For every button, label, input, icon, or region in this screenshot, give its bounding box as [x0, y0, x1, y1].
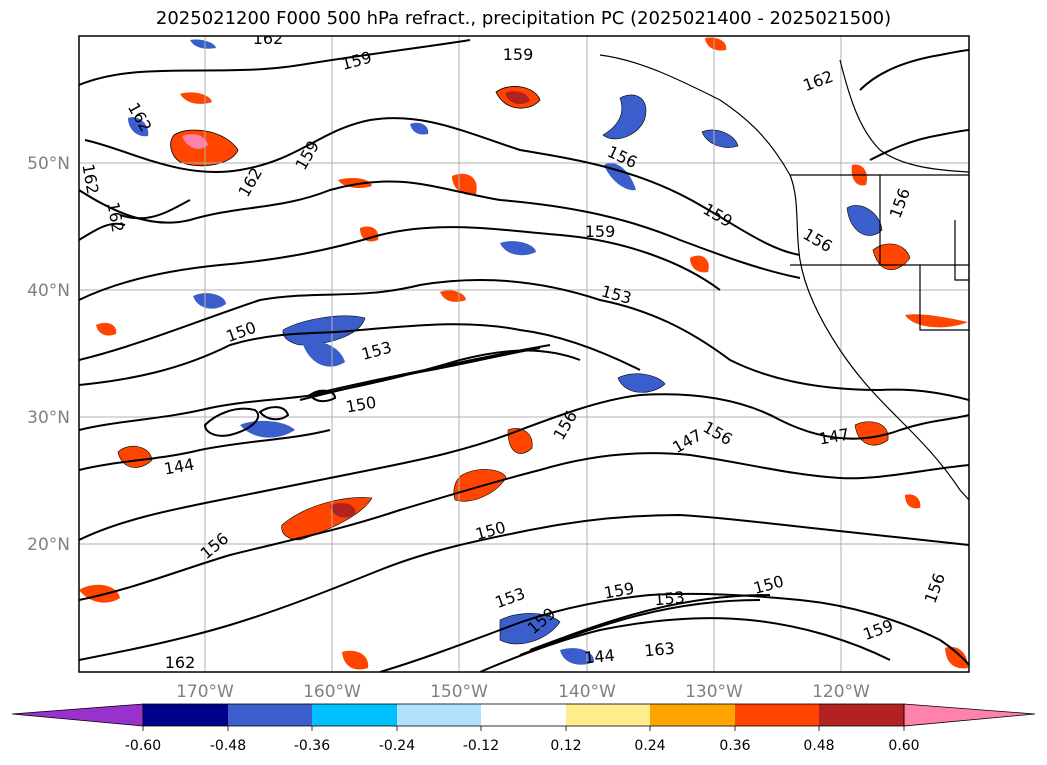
latitude-labels: 50°N 40°N 30°N 20°N	[27, 154, 70, 555]
colorbar-under-triangle	[11, 703, 144, 727]
lon-label: 130°W	[685, 682, 743, 702]
contour-label: 162	[165, 653, 196, 672]
colorbar-bin	[481, 704, 566, 726]
lon-label: 170°W	[176, 682, 234, 702]
lat-label: 50°N	[27, 154, 70, 174]
longitude-labels: 170°W 160°W 150°W 140°W 130°W 120°W	[176, 682, 870, 702]
contour-label: 162	[253, 29, 284, 48]
colorbar-tick-label: 0.60	[888, 738, 919, 754]
colorbar-tick-label: -0.48	[210, 738, 246, 754]
colorbar-bin	[566, 704, 650, 726]
colorbar-bin	[312, 704, 397, 726]
colorbar-bin	[735, 704, 819, 726]
colorbar-tick-label: -0.36	[294, 738, 330, 754]
lon-label: 150°W	[430, 682, 488, 702]
graticule	[79, 36, 969, 672]
lat-label: 40°N	[27, 281, 70, 301]
colorbar-bin	[228, 704, 312, 726]
lon-label: 120°W	[812, 682, 870, 702]
lat-label: 20°N	[27, 535, 70, 555]
colorbar-over-triangle	[903, 703, 1036, 727]
coastlines	[599, 54, 969, 501]
colorbar-tick-label: 0.24	[634, 738, 665, 754]
figure-title: 2025021200 F000 500 hPa refract., precip…	[155, 8, 892, 29]
contour-label: 159	[503, 45, 534, 64]
colorbar-bin	[819, 704, 904, 726]
colorbar-tick-label: -0.24	[379, 738, 415, 754]
contour-label: 162	[78, 162, 102, 195]
colorbar-bin	[650, 704, 735, 726]
colorbar-tick-label: -0.12	[463, 738, 499, 754]
lat-label: 30°N	[27, 408, 70, 428]
colorbar-bin	[397, 704, 481, 726]
colorbar-tick-label: -0.60	[125, 738, 161, 754]
colorbar-bin	[143, 704, 228, 726]
contour-label: 144	[583, 646, 615, 668]
contour-label: 153	[653, 588, 685, 610]
lon-label: 160°W	[303, 682, 361, 702]
contour-label: 159	[585, 222, 616, 241]
contour-label: 163	[643, 639, 675, 661]
colorbar-frame	[142, 703, 905, 727]
colorbar: -0.60 -0.48 -0.36 -0.24 -0.12 0.12 0.24 …	[11, 703, 1036, 754]
colorbar-tick-label: 0.36	[719, 738, 750, 754]
colorbar-tick-label: 0.12	[550, 738, 581, 754]
refractivity-contours	[79, 39, 969, 672]
map-frame	[78, 35, 970, 673]
colorbar-tick-label: 0.48	[803, 738, 834, 754]
lon-label: 140°W	[558, 682, 616, 702]
precip-shading	[79, 37, 968, 670]
